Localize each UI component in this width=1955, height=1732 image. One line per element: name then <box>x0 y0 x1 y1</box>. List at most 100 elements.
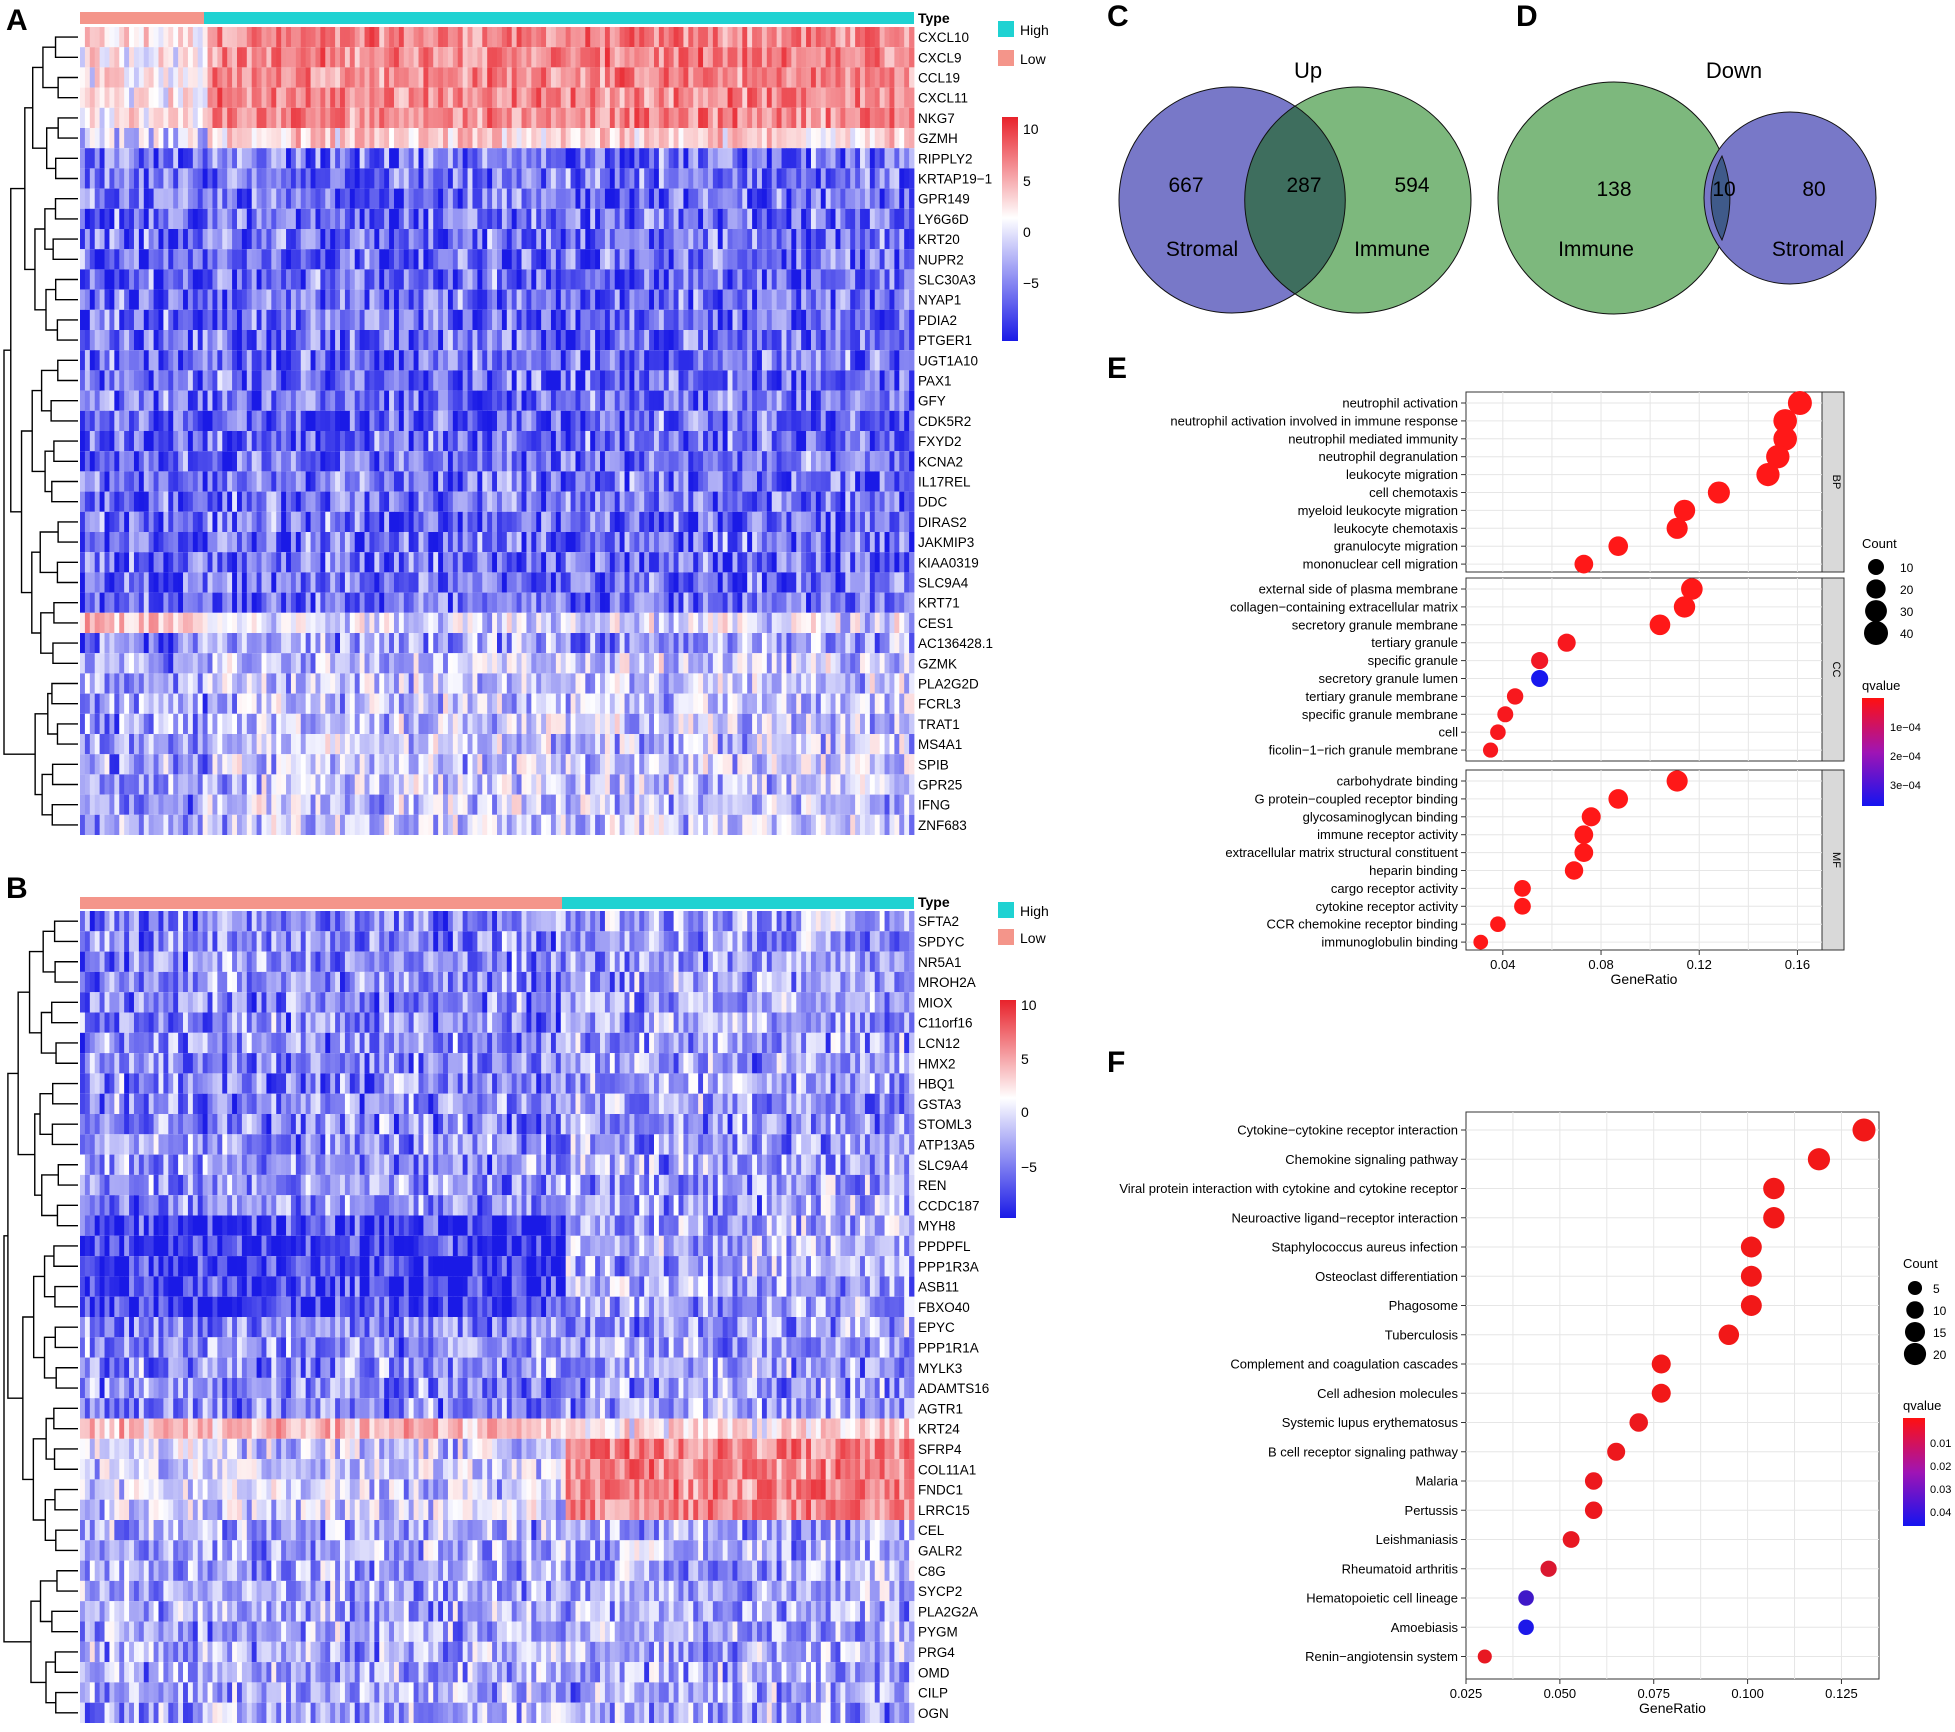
heatmap-cell <box>766 229 773 250</box>
heatmap-cell <box>114 229 120 250</box>
heatmap-cell <box>104 350 110 371</box>
heatmap-cell <box>570 592 576 613</box>
heatmap-cell <box>94 451 101 472</box>
heatmap-cell <box>438 511 444 532</box>
heatmap-cell <box>183 350 189 371</box>
heatmap-cell <box>678 350 684 371</box>
heatmap-cell <box>879 148 885 169</box>
heatmap-cell <box>658 148 665 169</box>
heatmap-cell <box>340 350 346 371</box>
heatmap-cell <box>717 410 724 431</box>
heatmap-cell <box>703 451 709 472</box>
heatmap-cell <box>256 208 262 229</box>
heatmap-cell <box>168 572 174 593</box>
heatmap-cell <box>482 67 488 88</box>
heatmap-cell <box>889 370 895 391</box>
heatmap-cell <box>604 168 611 189</box>
heatmap-cell <box>546 249 552 270</box>
heatmap-cell <box>359 289 365 310</box>
heatmap-cell <box>565 128 571 149</box>
heatmap-cell <box>658 532 665 553</box>
heatmap-cell <box>737 309 743 330</box>
heatmap-cell <box>678 471 684 492</box>
heatmap-cell <box>143 128 150 149</box>
heatmap-cell <box>860 572 866 593</box>
heatmap-cell <box>629 471 635 492</box>
heatmap-cell <box>354 309 361 330</box>
heatmap-cell <box>536 67 542 88</box>
heatmap-cell <box>693 491 699 512</box>
heatmap-cell <box>84 148 91 169</box>
heatmap-cell <box>889 168 895 189</box>
heatmap-cell <box>305 330 311 351</box>
heatmap-cell <box>276 431 282 452</box>
heatmap-cell <box>183 128 189 149</box>
heatmap-cell <box>413 471 419 492</box>
heatmap-cell <box>330 431 336 452</box>
heatmap-cell <box>398 552 405 573</box>
heatmap-cell <box>119 208 125 229</box>
heatmap-cell <box>129 87 135 108</box>
heatmap-cell <box>310 107 316 128</box>
heatmap-cell <box>644 107 650 128</box>
heatmap-cell <box>349 370 356 391</box>
heatmap-cell <box>315 491 321 512</box>
heatmap-cell <box>781 27 787 48</box>
heatmap-cell <box>658 168 665 189</box>
heatmap-cell <box>590 87 596 108</box>
heatmap-cell <box>153 532 159 553</box>
heatmap-cell <box>413 188 419 209</box>
heatmap-cell <box>722 431 728 452</box>
heatmap-cell <box>281 511 287 532</box>
heatmap-cell <box>899 148 905 169</box>
heatmap-cell <box>143 27 150 48</box>
heatmap-cell <box>393 148 400 169</box>
heatmap-cell <box>717 552 724 573</box>
heatmap-cell <box>207 107 213 128</box>
heatmap-cell <box>806 592 812 613</box>
heatmap-cell <box>698 350 704 371</box>
heatmap-cell <box>595 592 601 613</box>
heatmap-row <box>80 188 915 209</box>
heatmap-cell <box>781 269 787 290</box>
heatmap-cell <box>389 249 395 270</box>
heatmap-cell <box>688 67 694 88</box>
heatmap-cell <box>148 269 154 290</box>
heatmap-cell <box>742 67 748 88</box>
heatmap-cell <box>320 350 326 371</box>
heatmap-cell <box>89 330 96 351</box>
heatmap-cell <box>300 107 307 128</box>
heatmap-cell <box>286 410 292 431</box>
heatmap-cell <box>109 168 115 189</box>
heatmap-cell <box>884 350 890 371</box>
heatmap-cell <box>340 532 346 553</box>
heatmap-cell <box>732 107 738 128</box>
heatmap-cell <box>492 148 498 169</box>
heatmap-cell <box>590 107 596 128</box>
heatmap-cell <box>374 229 380 250</box>
heatmap-cell <box>761 47 768 68</box>
heatmap-cell <box>271 309 277 330</box>
heatmap-cell <box>766 511 773 532</box>
heatmap-cell <box>869 451 876 472</box>
heatmap-cell <box>109 491 115 512</box>
heatmap-cell <box>506 451 513 472</box>
heatmap-cell <box>349 107 356 128</box>
heatmap-cell <box>835 451 841 472</box>
heatmap-cell <box>757 370 763 391</box>
heatmap-cell <box>595 370 601 391</box>
heatmap-cell <box>840 229 846 250</box>
heatmap-cell <box>158 572 164 593</box>
dendrogram-branch <box>24 107 35 271</box>
heatmap-cell <box>555 592 562 613</box>
heatmap-cell <box>663 491 670 512</box>
heatmap-cell <box>815 552 822 573</box>
heatmap-cell <box>163 168 169 189</box>
heatmap-cell <box>840 390 846 411</box>
heatmap-cell <box>693 188 699 209</box>
heatmap-cell <box>133 572 140 593</box>
heatmap-cell <box>408 269 414 290</box>
heatmap-cell <box>300 471 307 492</box>
heatmap-cell <box>207 47 213 68</box>
heatmap-cell <box>879 350 885 371</box>
